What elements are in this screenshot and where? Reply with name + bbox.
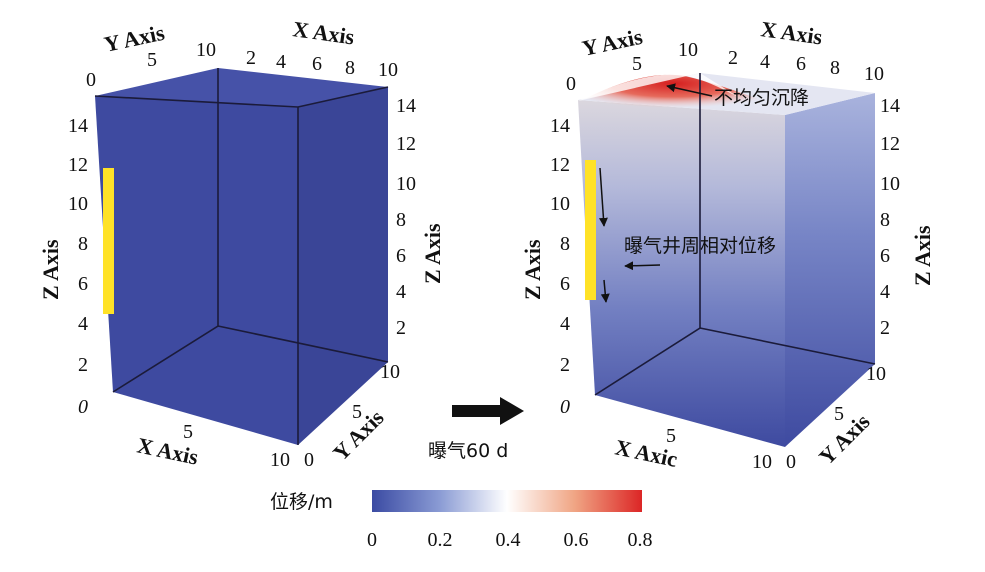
right-z-tick-8: 8 <box>560 233 570 255</box>
left-z-tick-0: 0 <box>78 396 88 418</box>
right-z-tick-12: 12 <box>550 154 570 176</box>
left-bottom-y-tick-5: 5 <box>352 401 362 423</box>
right-top-y-tick-10: 10 <box>678 39 698 61</box>
right-bottom-y-tick-10: 10 <box>866 363 886 385</box>
left-z-axis-right-label: Z Axis <box>420 223 445 284</box>
left-zr-tick-14: 14 <box>396 95 416 117</box>
left-zr-tick-2: 2 <box>396 317 406 339</box>
left-x-axis-top-label: X Axis <box>291 16 356 49</box>
right-z-tick-10: 10 <box>550 193 570 215</box>
right-top-x-tick-8: 8 <box>830 57 840 79</box>
right-z-tick-0: 0 <box>560 396 570 418</box>
left-zr-tick-6: 6 <box>396 245 406 267</box>
relative-displacement-annotation: 曝气井周相对位移 <box>624 235 776 257</box>
right-z-tick-2: 2 <box>560 354 570 376</box>
transition-label: 曝气60 d <box>428 440 508 462</box>
right-x-axis-top-label: X Axis <box>759 16 824 49</box>
colorbar-tick-0.6: 0.6 <box>564 529 589 551</box>
right-zr-tick-10: 10 <box>880 173 900 195</box>
left-zr-tick-10: 10 <box>396 173 416 195</box>
right-top-x-tick-10: 10 <box>864 63 884 85</box>
right-bottom-y-tick-0: 0 <box>786 451 796 473</box>
displacement-left-arrow <box>624 261 661 271</box>
left-top-x-tick-2: 2 <box>246 47 256 69</box>
left-top-x-tick-10: 10 <box>378 59 398 81</box>
left-y-axis-top-label: Y Axis <box>102 20 167 57</box>
left-bottom-y-tick-10: 10 <box>380 361 400 383</box>
left-z-tick-12: 12 <box>68 154 88 176</box>
left-top-y-tick-10: 10 <box>196 39 216 61</box>
left-z-tick-6: 6 <box>78 273 88 295</box>
left-z-tick-8: 8 <box>78 233 88 255</box>
right-top-y-tick-0: 0 <box>566 73 576 95</box>
left-bottom-x-tick-10: 10 <box>270 449 290 471</box>
right-z-tick-14: 14 <box>550 115 570 137</box>
left-top-y-tick-5: 5 <box>147 49 157 71</box>
right-top-x-tick-2: 2 <box>728 47 738 69</box>
left-bottom-y-tick-0: 0 <box>304 449 314 471</box>
left-top-x-tick-8: 8 <box>345 57 355 79</box>
colorbar-tick-0.8: 0.8 <box>628 529 653 551</box>
settlement-annotation: 不均匀沉降 <box>714 87 809 109</box>
right-z-axis-label: Z Axis <box>520 239 545 300</box>
transition: 曝气60 d <box>428 397 524 462</box>
right-well <box>585 160 596 300</box>
left-zr-tick-12: 12 <box>396 133 416 155</box>
right-cube: 不均匀沉降 曝气井周相对位移 2 4 6 8 10 12 14 0 2 4 6 … <box>520 16 935 473</box>
colorbar-tick-0: 0 <box>367 529 377 551</box>
right-cube-side-face <box>785 93 875 447</box>
left-zr-tick-8: 8 <box>396 209 406 231</box>
right-bottom-y-tick-5: 5 <box>834 403 844 425</box>
right-zr-tick-6: 6 <box>880 245 890 267</box>
left-cube-front-face <box>95 96 298 445</box>
colorbar-tick-0.4: 0.4 <box>496 529 521 551</box>
right-bottom-x-tick-5: 5 <box>666 425 676 447</box>
left-z-tick-2: 2 <box>78 354 88 376</box>
left-cube: 2 4 6 8 10 12 14 0 2 4 6 8 10 12 14 0 5 … <box>38 16 445 471</box>
right-cube-back-bottom-edge <box>699 327 876 365</box>
right-z-ticks-right: 2 4 6 8 10 12 14 <box>880 95 900 339</box>
right-zr-tick-14: 14 <box>880 95 900 117</box>
settlement-arrow <box>666 83 713 97</box>
left-top-x-tick-6: 6 <box>312 53 322 75</box>
left-top-x-tick-4: 4 <box>276 51 286 73</box>
right-y-axis-bottom-label: Y Axis <box>814 408 875 469</box>
colorbar-gradient <box>372 490 642 512</box>
left-well <box>103 168 114 314</box>
left-bottom-x-tick-5: 5 <box>183 421 193 443</box>
right-zr-tick-4: 4 <box>880 281 890 303</box>
left-z-ticks: 2 4 6 8 10 12 14 0 <box>68 115 88 418</box>
right-top-x-tick-4: 4 <box>760 51 770 73</box>
left-cube-top-face <box>95 68 388 107</box>
colorbar-title: 位移/m <box>270 491 333 513</box>
left-cube-back-bottom-edge <box>217 325 389 363</box>
left-top-y-tick-0: 0 <box>86 69 96 91</box>
left-z-ticks-right: 2 4 6 8 10 12 14 <box>396 95 416 339</box>
colorbar: 位移/m 0 0.2 0.4 0.6 0.8 <box>270 490 653 551</box>
left-z-tick-14: 14 <box>68 115 88 137</box>
settlement-top-surface <box>578 73 740 101</box>
right-z-ticks: 2 4 6 8 10 12 14 0 <box>550 115 570 418</box>
right-zr-tick-2: 2 <box>880 317 890 339</box>
right-z-axis-right-label: Z Axis <box>910 225 935 286</box>
left-z-axis-label: Z Axis <box>38 239 63 300</box>
right-cube-front-face <box>578 100 785 447</box>
left-zr-tick-4: 4 <box>396 281 406 303</box>
colorbar-tick-0.2: 0.2 <box>428 529 453 551</box>
well-displacement-arrow-down-2 <box>600 279 610 303</box>
right-top-y-tick-5: 5 <box>632 53 642 75</box>
right-top-x-tick-6: 6 <box>796 53 806 75</box>
well-displacement-arrow-down <box>598 167 608 227</box>
right-zr-tick-12: 12 <box>880 133 900 155</box>
transition-arrow-icon <box>452 397 524 425</box>
right-z-tick-4: 4 <box>560 313 570 335</box>
right-bottom-x-tick-10: 10 <box>752 451 772 473</box>
right-z-tick-6: 6 <box>560 273 570 295</box>
right-zr-tick-8: 8 <box>880 209 890 231</box>
left-cube-side-face <box>298 87 388 445</box>
left-z-tick-4: 4 <box>78 313 88 335</box>
left-z-tick-10: 10 <box>68 193 88 215</box>
